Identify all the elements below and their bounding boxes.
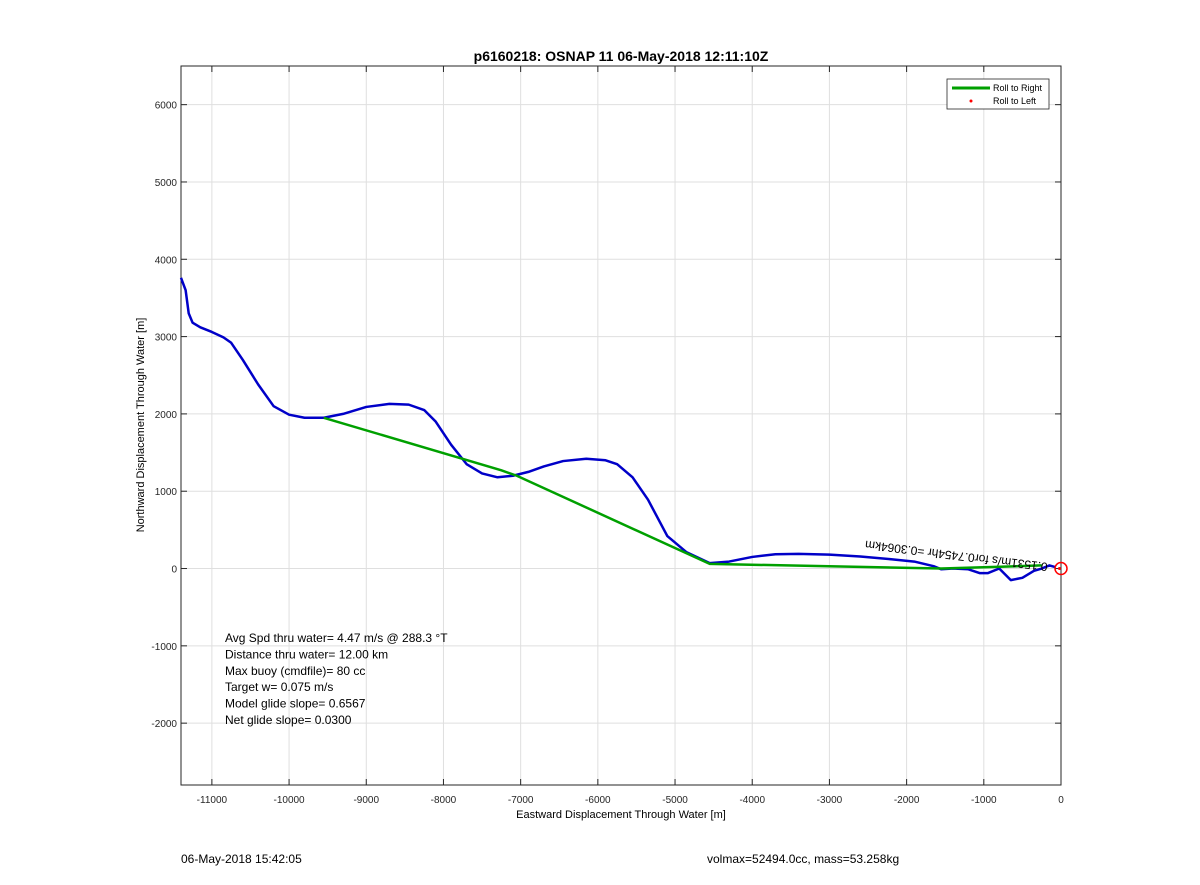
footer-timestamp: 06-May-2018 15:42:05 xyxy=(181,852,302,866)
y-tick-label: -1000 xyxy=(151,642,177,653)
x-tick-label: -8000 xyxy=(431,795,457,806)
stats-line: Distance thru water= 12.00 km xyxy=(225,647,388,661)
x-tick-label: -10000 xyxy=(273,795,305,806)
series-line-track xyxy=(179,277,1056,582)
stats-line: Avg Spd thru water= 4.47 m/s @ 288.3 °T xyxy=(225,631,448,645)
stats-line: Max buoy (cmdfile)= 80 cc xyxy=(225,664,365,678)
plot-area-frame xyxy=(180,65,1062,786)
x-tick-label: -4000 xyxy=(739,795,765,806)
y-tick-label: 1000 xyxy=(155,487,178,498)
x-tick-label: -7000 xyxy=(508,795,534,806)
legend-label-roll-right: Roll to Right xyxy=(993,83,1043,93)
x-tick-label: -11000 xyxy=(197,795,228,806)
stats-line: Target w= 0.075 m/s xyxy=(225,680,333,694)
chart-title: p6160218: OSNAP 11 06-May-2018 12:11:10Z xyxy=(474,48,769,64)
y-tick-label: 0 xyxy=(171,565,177,576)
series-line-roll-to-right xyxy=(323,416,1042,570)
x-axis-label: Eastward Displacement Through Water [m] xyxy=(516,809,726,821)
y-tick-label: 3000 xyxy=(155,333,178,344)
x-tick-label: -5000 xyxy=(662,795,688,806)
stats-box: Avg Spd thru water= 4.47 m/s @ 288.3 °T D… xyxy=(225,631,448,727)
stats-line: Model glide slope= 0.6567 xyxy=(225,697,366,711)
y-tick-label: 2000 xyxy=(155,410,178,421)
legend: Roll to Right Roll to Left xyxy=(946,78,1050,110)
x-tick-label: 0 xyxy=(1058,795,1064,806)
end-position-marker xyxy=(1054,561,1068,576)
y-axis-label: Northward Displacement Through Water [m] xyxy=(135,318,147,533)
x-tick-label: -1000 xyxy=(971,795,997,806)
x-axis-ticks: -11000 -10000 -9000 -8000 -7000 -6000 -5000 -40… xyxy=(197,66,1064,806)
stats-line: Net glide slope= 0.0300 xyxy=(225,713,352,727)
x-tick-label: -2000 xyxy=(894,795,920,806)
legend-swatch-roll-left xyxy=(969,99,973,103)
legend-label-roll-left: Roll to Left xyxy=(993,96,1037,106)
point-roll-to-left xyxy=(1057,567,1061,571)
x-tick-label: -9000 xyxy=(353,795,379,806)
y-axis-ticks: -2000 -1000 0 1000 2000 3000 4000 5000 6000 xyxy=(151,101,1061,730)
y-tick-label: 4000 xyxy=(155,255,178,266)
y-tick-label: -2000 xyxy=(151,719,177,730)
x-tick-label: -3000 xyxy=(817,795,843,806)
footer-volmax-mass: volmax=52494.0cc, mass=53.258kg xyxy=(707,852,900,866)
y-tick-label: 5000 xyxy=(155,178,178,189)
legend-box xyxy=(946,78,1050,110)
series-layer xyxy=(179,277,1068,582)
x-tick-label: -6000 xyxy=(585,795,611,806)
y-tick-label: 6000 xyxy=(155,101,178,112)
